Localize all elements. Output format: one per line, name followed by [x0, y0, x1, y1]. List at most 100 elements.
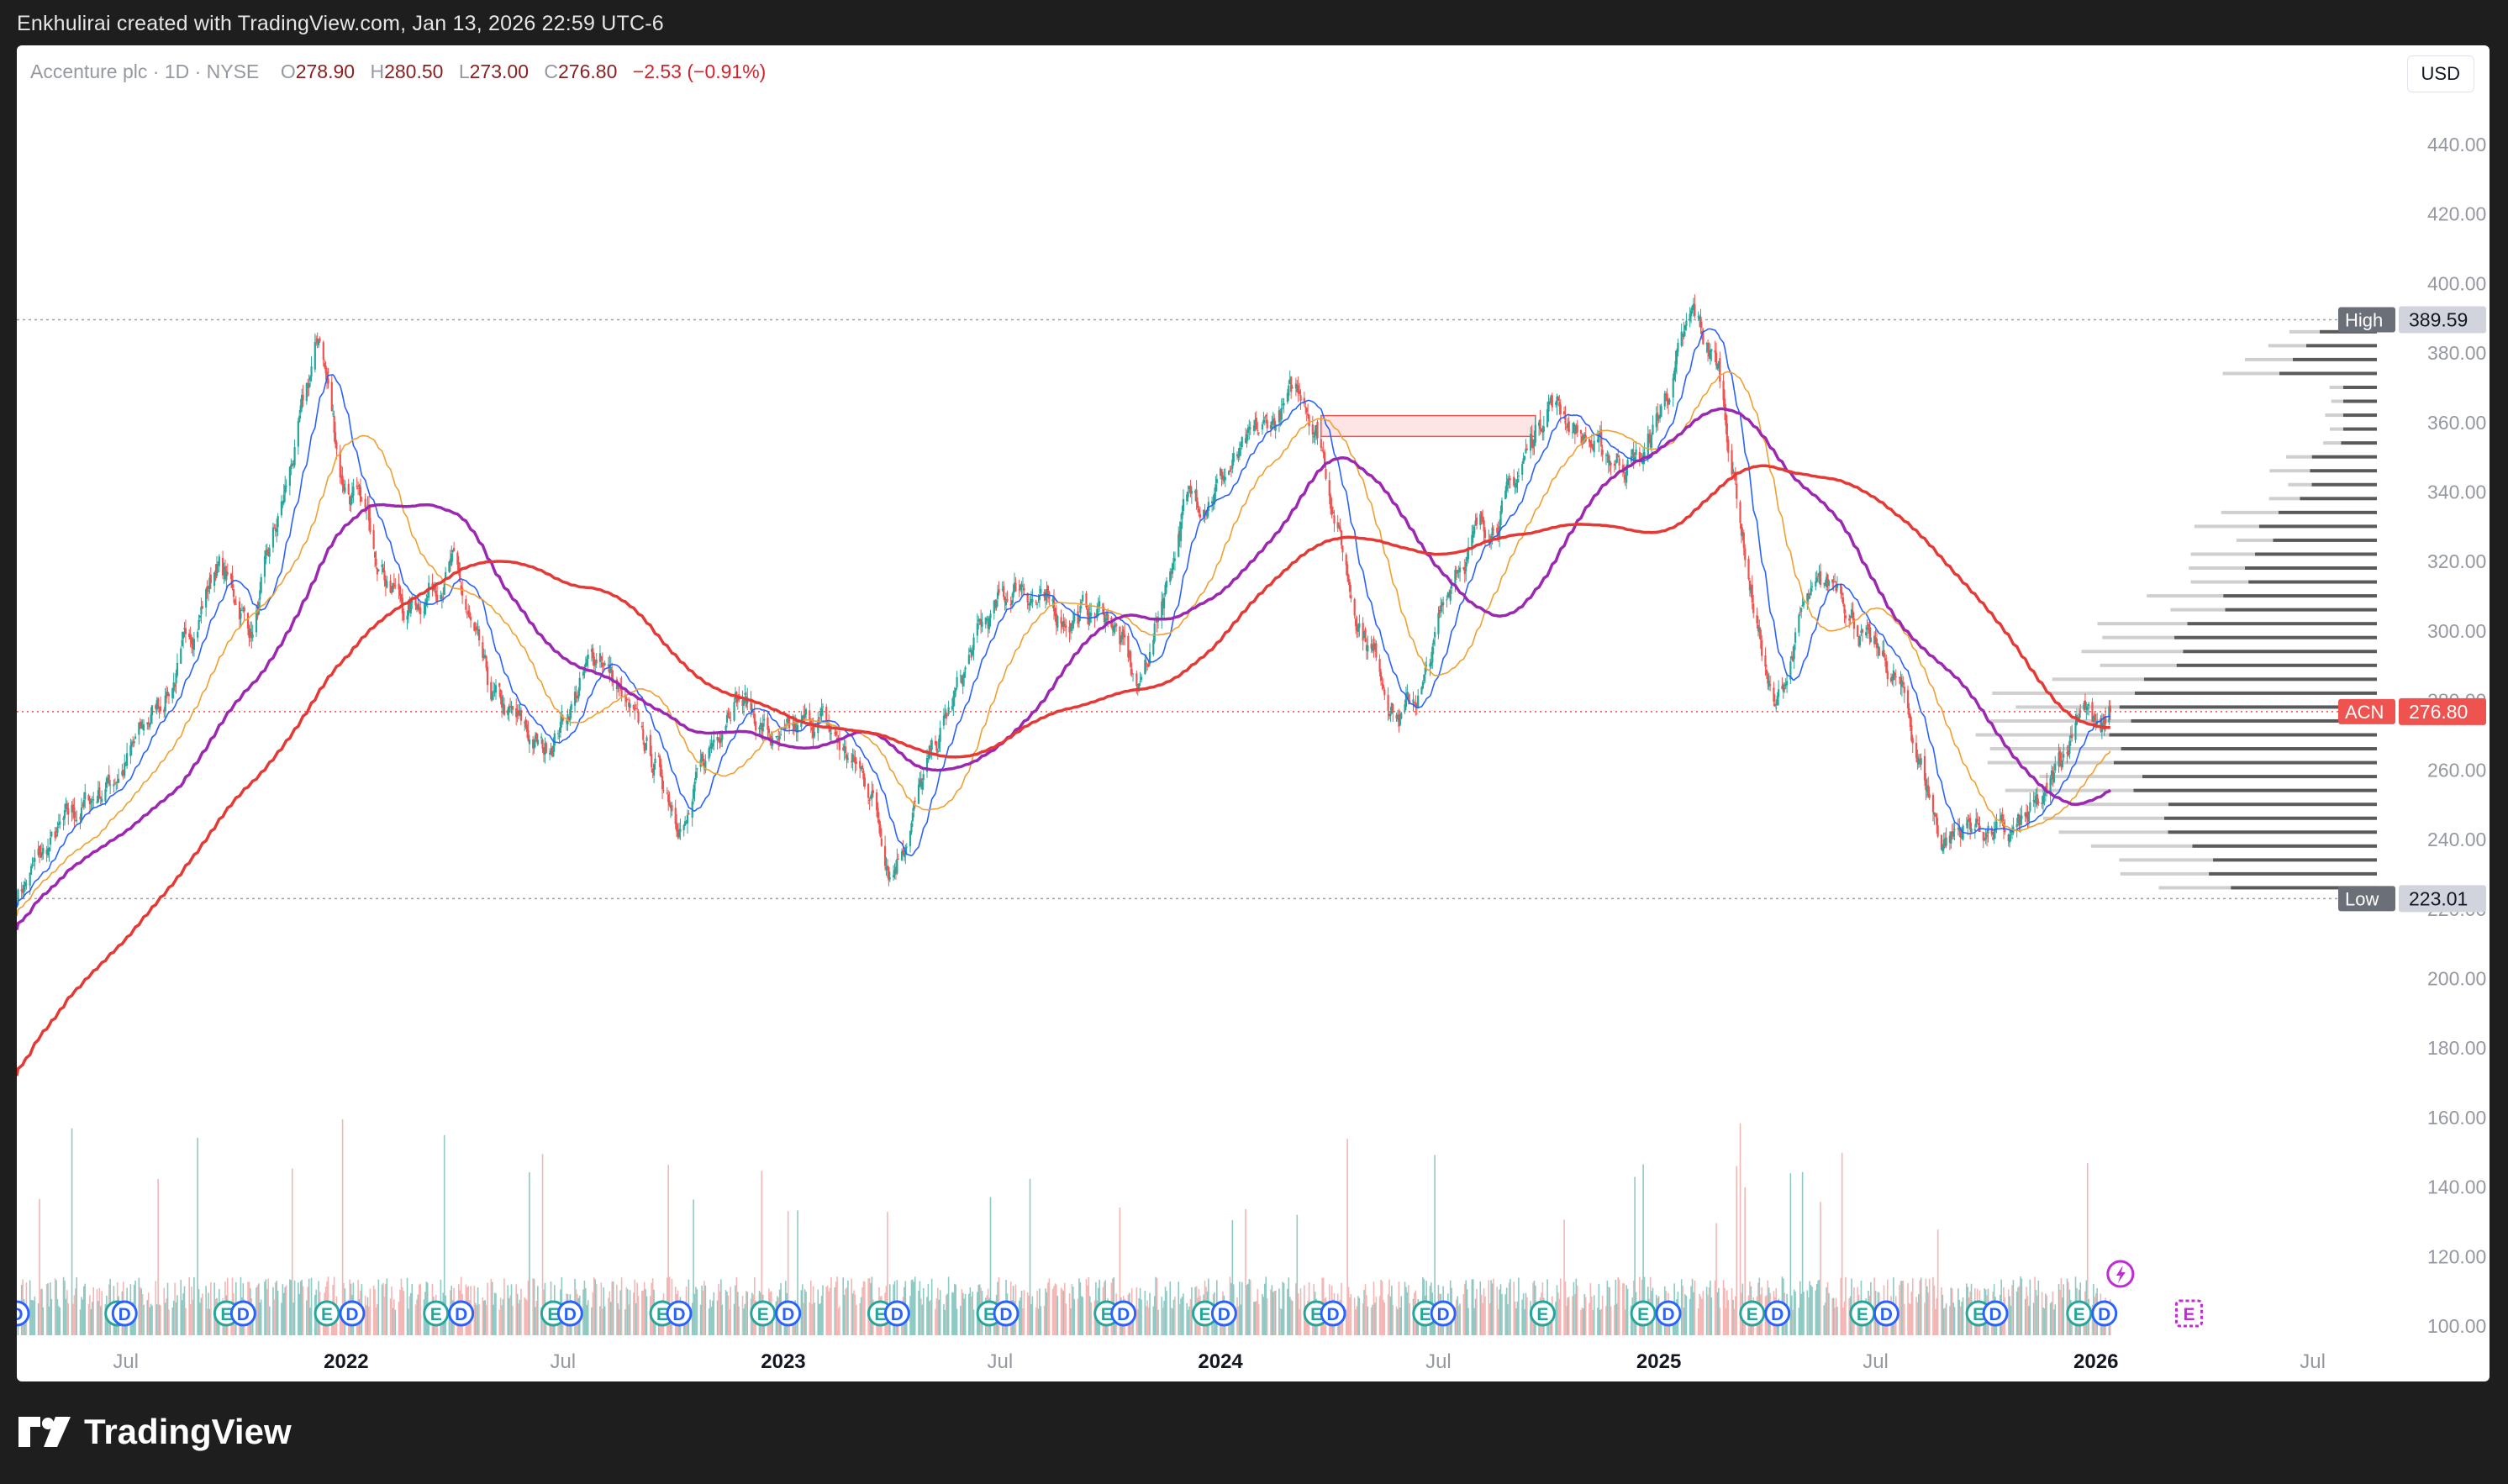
currency-button[interactable]: USD [2406, 55, 2474, 92]
volume-bar [98, 1287, 101, 1335]
upcoming-earnings-marker[interactable]: E [2174, 1299, 2203, 1328]
candle-body [553, 733, 556, 746]
candle-body [1131, 673, 1135, 675]
price-tick-label: 380.00 [2427, 342, 2486, 364]
earnings-marker[interactable]: E [1849, 1300, 1876, 1327]
candle-body [1348, 581, 1351, 592]
dividend-marker[interactable]: D [1764, 1300, 1791, 1327]
dividend-marker[interactable]: D [1982, 1300, 2009, 1327]
dividend-marker[interactable]: D [1320, 1300, 1346, 1327]
price-tick-label: 180.00 [2427, 1037, 2486, 1059]
volume-profile-bar [2268, 344, 2306, 348]
volume-bar [713, 1292, 715, 1335]
dividend-marker[interactable]: D [1430, 1300, 1457, 1327]
dividend-marker[interactable]: D [883, 1300, 910, 1327]
dividend-marker[interactable]: D [1110, 1300, 1137, 1327]
candle-body [1604, 455, 1608, 456]
earnings-marker[interactable]: E [1630, 1300, 1657, 1327]
candle-body [1568, 421, 1570, 433]
dividend-marker[interactable]: D [2091, 1300, 2118, 1327]
dividend-marker[interactable]: D [1210, 1300, 1237, 1327]
candle-body [1567, 423, 1569, 428]
dividend-marker[interactable]: D [556, 1300, 583, 1327]
dividend-marker[interactable]: D [666, 1300, 693, 1327]
volume-profile-bar [2279, 371, 2377, 376]
dividend-marker[interactable]: D [448, 1300, 475, 1327]
candle-body [218, 556, 220, 566]
candle-body [1365, 645, 1368, 651]
dividend-marker[interactable]: D [1655, 1300, 1682, 1327]
candle-body [486, 666, 489, 686]
candle-body [1440, 605, 1442, 612]
volume-bar [927, 1283, 930, 1335]
candle-body [2027, 812, 2031, 822]
volume-bar [1138, 1297, 1140, 1335]
volume-bar [65, 1298, 67, 1335]
dividend-marker[interactable]: D [993, 1300, 1020, 1327]
earnings-marker[interactable]: E [314, 1300, 340, 1327]
high-badge-label-bg [2338, 307, 2395, 333]
earnings-marker[interactable]: E [423, 1300, 450, 1327]
volume-bar [800, 1290, 803, 1335]
candle-body [825, 707, 828, 721]
candle-body [576, 695, 578, 698]
dividend-marker[interactable]: D [111, 1300, 138, 1327]
earnings-marker[interactable]: E [1529, 1300, 1556, 1327]
dividend-marker[interactable]: D [1873, 1300, 1899, 1327]
volume-bar [1466, 1289, 1468, 1335]
event-marker-letter: D [1218, 1305, 1230, 1324]
candle-body [876, 792, 878, 811]
candle-body [787, 718, 789, 720]
candle-body [534, 734, 537, 739]
price-chart[interactable]: 100.00120.00140.00160.00180.00200.00220.… [17, 45, 2490, 1381]
candle-body [1346, 564, 1349, 576]
candle-body [407, 603, 410, 616]
volume-bar [1934, 1308, 1936, 1335]
candle-body [49, 837, 51, 845]
candle-body [491, 692, 493, 700]
dividend-marker[interactable]: D [229, 1300, 256, 1327]
candle-body [104, 789, 107, 802]
candle-body [1499, 511, 1502, 526]
chart-panel[interactable]: 100.00120.00140.00160.00180.00200.00220.… [17, 45, 2490, 1381]
candle-body [1381, 683, 1383, 685]
candle-body [84, 792, 87, 800]
volume-bar [398, 1302, 400, 1335]
candle-body [181, 639, 183, 647]
candle-body [157, 697, 160, 708]
earnings-marker[interactable]: E [750, 1300, 777, 1327]
volume-bar [703, 1281, 705, 1335]
candle-body [642, 729, 645, 740]
dividend-marker[interactable]: D [775, 1300, 802, 1327]
candle-body [91, 799, 93, 801]
high-badge-label: High [2345, 309, 2383, 330]
volume-bar [1392, 1304, 1394, 1335]
candle-body [473, 623, 476, 631]
candle-body [936, 750, 939, 753]
dividend-icon [1655, 1300, 1682, 1327]
volume-bar [1809, 1281, 1810, 1335]
candle-body [461, 587, 464, 597]
candle-body [851, 754, 854, 762]
dividend-icon [1110, 1300, 1137, 1327]
candle-body [809, 719, 812, 725]
volume-bar [260, 1299, 262, 1335]
candle-body [792, 724, 794, 726]
time-tick-label: 2022 [324, 1350, 368, 1373]
dividend-marker[interactable]: D [17, 1300, 30, 1327]
volume-bar [825, 1287, 828, 1335]
price-tick-label: 440.00 [2427, 134, 2486, 155]
volume-bar [1287, 1288, 1288, 1335]
dividend-marker[interactable]: D [339, 1300, 366, 1327]
earnings-marker[interactable]: E [2066, 1300, 2093, 1327]
candle-body [376, 568, 379, 575]
earnings-marker[interactable]: E [1739, 1300, 1766, 1327]
candle-body [1781, 686, 1784, 690]
candle-body [1790, 656, 1793, 659]
volume-bar [1363, 1290, 1365, 1335]
candle-body [1482, 516, 1484, 523]
volume-bar [1136, 1309, 1139, 1335]
candle-body [24, 881, 27, 887]
volume-bar [845, 1288, 846, 1335]
volume-bar [812, 1286, 814, 1335]
